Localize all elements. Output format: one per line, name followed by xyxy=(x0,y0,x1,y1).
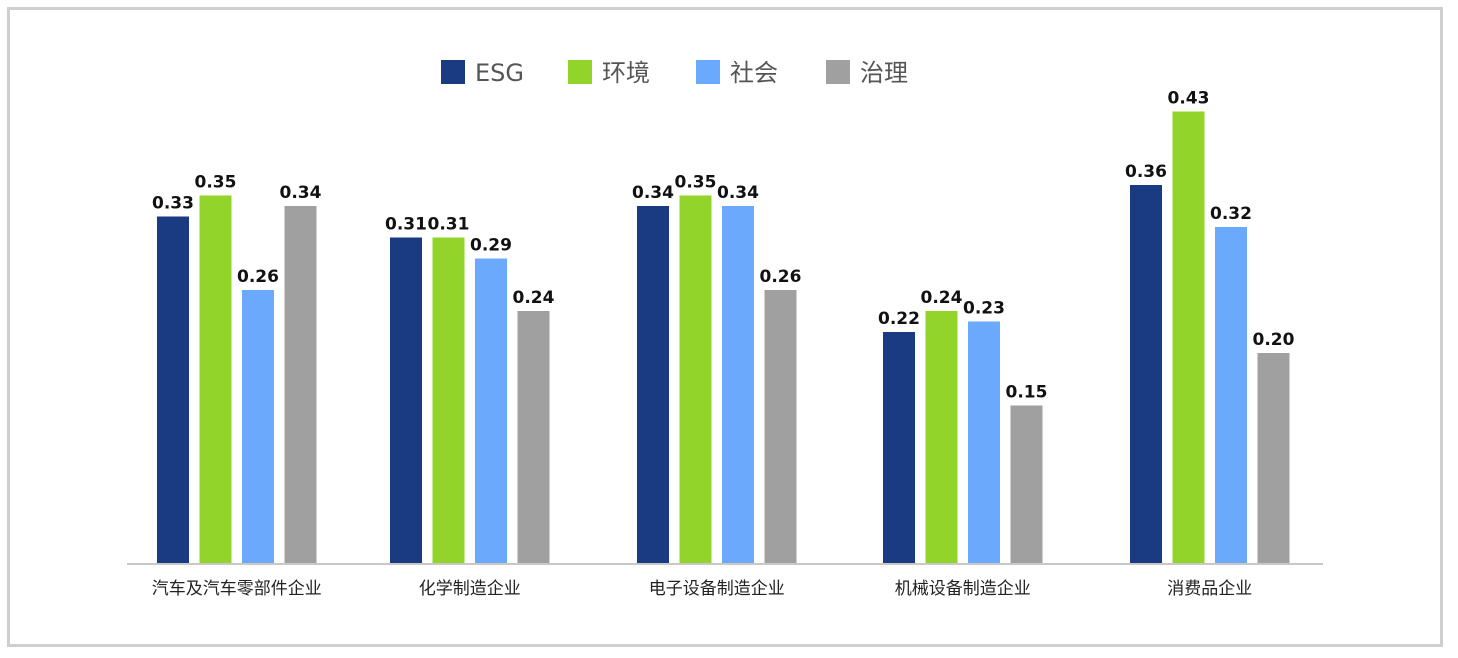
bar-5-1 xyxy=(1130,185,1162,563)
value-label: 0.43 xyxy=(1168,89,1210,109)
legend-label: 治理 xyxy=(860,59,908,87)
legend: ESG 环境 社会 治理 xyxy=(441,59,908,87)
category-label: 汽车及汽车零部件企业 xyxy=(152,579,322,599)
legend-swatch xyxy=(826,60,850,84)
value-label: 0.26 xyxy=(237,267,279,287)
bar-2-4 xyxy=(517,311,550,563)
value-label: 0.35 xyxy=(675,173,717,193)
category-label: 电子设备制造企业 xyxy=(649,579,785,599)
value-label: 0.35 xyxy=(195,173,237,193)
value-label: 0.34 xyxy=(280,183,322,203)
bar-4-2 xyxy=(925,311,958,563)
value-label: 0.31 xyxy=(385,215,427,235)
bar-3-2 xyxy=(679,195,712,563)
legend-swatch xyxy=(568,60,592,84)
value-labels: 0.330.350.260.340.31 0.310.290.240.340.35… xyxy=(152,89,1295,403)
category-label: 机械设备制造企业 xyxy=(895,579,1031,599)
bar-4-4 xyxy=(1010,405,1043,563)
legend-label: 社会 xyxy=(730,59,778,87)
bar-3-3 xyxy=(722,206,754,563)
bar-1-4 xyxy=(284,206,317,563)
value-label: 0.32 xyxy=(1210,204,1252,224)
value-label: 0.34 xyxy=(632,183,674,203)
value-label: 0.34 xyxy=(717,183,759,203)
bar-5-3 xyxy=(1215,227,1247,563)
value-label: 0.22 xyxy=(878,309,920,329)
value-label: 0.36 xyxy=(1125,162,1167,182)
legend-label: 环境 xyxy=(602,59,650,87)
bar-2-1 xyxy=(390,237,422,563)
bar-1-3 xyxy=(242,290,274,563)
value-label: 0.29 xyxy=(470,236,512,256)
value-label: 0.23 xyxy=(963,299,1005,319)
value-label: 0.33 xyxy=(152,194,194,214)
bar-1-2 xyxy=(199,195,232,563)
category-labels: 汽车及汽车零部件企业 化学制造企业 电子设备制造企业 机械设备制造企业 消费品企业 xyxy=(152,579,1253,599)
bar-2-2 xyxy=(432,237,465,563)
value-label: 0.31 xyxy=(428,215,470,235)
bar-5-2 xyxy=(1172,111,1205,563)
legend-swatch xyxy=(441,60,465,84)
bar-4-3 xyxy=(968,321,1000,563)
legend-swatch xyxy=(696,60,720,84)
legend-label: ESG xyxy=(475,59,524,87)
value-label: 0.26 xyxy=(760,267,802,287)
bar-2-3 xyxy=(475,258,507,563)
bar-5-4 xyxy=(1257,353,1290,563)
bar-1-1 xyxy=(157,216,189,563)
value-label: 0.15 xyxy=(1006,383,1048,403)
bar-4-1 xyxy=(883,332,915,563)
category-label: 消费品企业 xyxy=(1167,579,1252,599)
value-label: 0.24 xyxy=(921,288,963,308)
bar-3-1 xyxy=(637,206,669,563)
bar-3-4 xyxy=(764,290,797,563)
value-label: 0.20 xyxy=(1253,330,1295,350)
category-label: 化学制造企业 xyxy=(419,579,521,599)
bars xyxy=(157,111,1290,563)
value-label: 0.24 xyxy=(513,288,555,308)
